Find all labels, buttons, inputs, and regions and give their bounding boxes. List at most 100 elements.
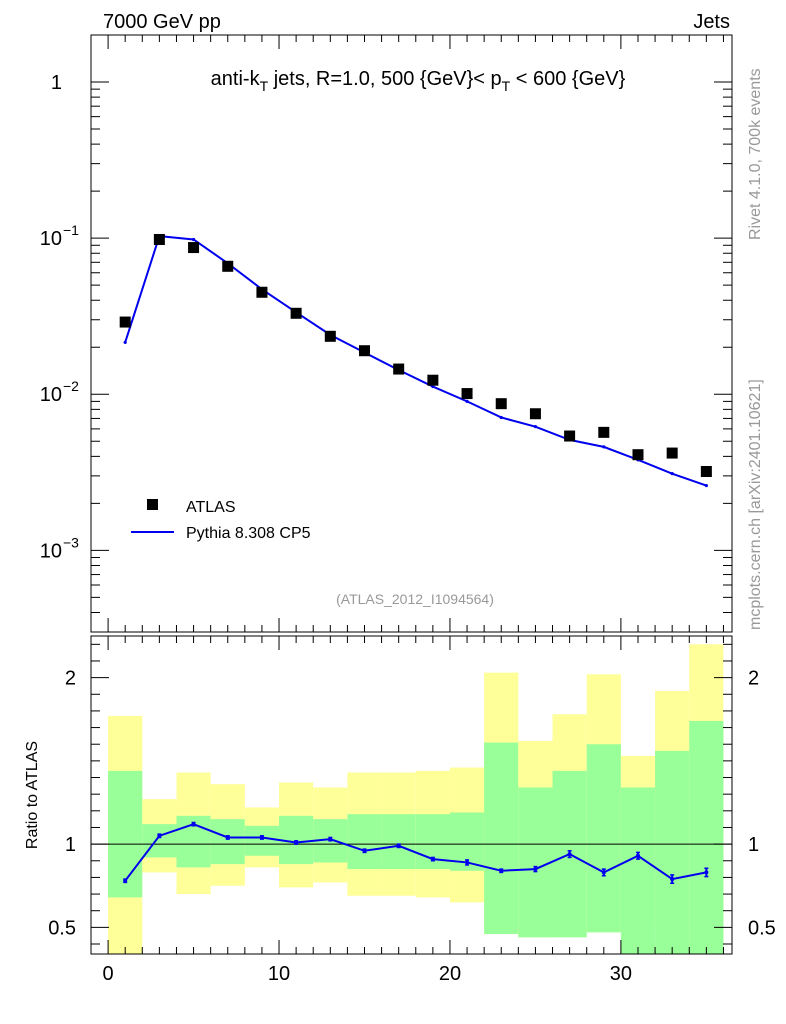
ratio-point (567, 852, 572, 857)
atlas-point (700, 466, 712, 478)
legend-pythia-label: Pythia 8.308 CP5 (186, 525, 311, 542)
ratio-y-tick-label-right: 1 (748, 834, 759, 856)
ratio-point (601, 870, 606, 875)
pythia-point (431, 384, 435, 389)
main-y-tick-exponent: −3 (63, 534, 79, 550)
main-y-tick-labels: 110−110−210−3 (40, 72, 79, 562)
atlas-point (188, 242, 200, 254)
ratio-point (123, 878, 128, 883)
pythia-point (670, 472, 674, 476)
ratio-point (191, 822, 196, 827)
pythia-point (602, 445, 606, 449)
analysis-id: (ATLAS_2012_I1094564) (336, 591, 494, 607)
green-band-bin (655, 750, 690, 954)
ratio-y-tick-label-right: 2 (748, 668, 759, 690)
ratio-point (499, 868, 504, 873)
atlas-point (564, 430, 576, 442)
main-y-tick-label: 10 (40, 228, 62, 250)
uncertainty-bands (108, 644, 724, 954)
green-band-bin (381, 814, 416, 870)
atlas-point (666, 447, 678, 459)
main-y-tick-label: 10 (40, 384, 62, 406)
main-axis-ticks (91, 34, 732, 633)
main-y-tick-label: 1 (51, 72, 62, 94)
pythia-point (499, 415, 503, 420)
pythia-point (123, 340, 127, 344)
ratio-point (362, 848, 367, 853)
main-frame (90, 34, 733, 633)
atlas-point (393, 363, 405, 375)
main-plot: 110−110−210−3 anti-kT jets, R=1.0, 500 {… (40, 34, 733, 633)
ratio-point (157, 833, 162, 838)
ratio-point (430, 857, 435, 862)
atlas-point (290, 307, 302, 319)
green-band-bin (347, 814, 382, 870)
green-band-bin (244, 825, 280, 856)
ratio-plot: 2 2 1 1 0.5 0.5 0 10 20 30 Ratio to ATLAS (24, 635, 776, 985)
ratio-point (328, 837, 333, 842)
plot-title: anti-kT jets, R=1.0, 500 {GeV}< pT < 600… (211, 68, 626, 94)
pythia-point (465, 399, 469, 403)
x-tick-label: 10 (268, 963, 290, 985)
green-band-bin (586, 744, 621, 933)
atlas-point (529, 408, 541, 420)
ratio-axis-ticks (91, 636, 732, 954)
main-y-tick-exponent: −2 (63, 378, 79, 394)
ratio-point (465, 860, 470, 865)
header-energy: 7000 GeV pp (103, 11, 221, 33)
pythia-point (533, 425, 538, 429)
atlas-point (461, 388, 473, 400)
x-tick-label: 0 (103, 963, 114, 985)
ratio-frame (90, 635, 733, 955)
legend: ATLAS Pythia 8.308 CP5 (131, 499, 311, 542)
green-band-bin (689, 720, 724, 954)
atlas-point (358, 345, 370, 357)
main-y-tick-label: 10 (40, 540, 62, 562)
atlas-point (598, 426, 610, 438)
ratio-point (225, 835, 230, 840)
atlas-point (222, 260, 234, 272)
atlas-point (119, 316, 131, 328)
legend-atlas-label: ATLAS (186, 499, 236, 516)
atlas-point (153, 233, 165, 245)
ratio-point (670, 877, 675, 882)
ratio-series (123, 821, 709, 884)
ratio-point (635, 853, 640, 858)
green-band-bin (518, 787, 553, 938)
ratio-y-tick-label-left: 1 (65, 834, 76, 856)
x-tick-labels: 0 10 20 30 (103, 963, 632, 985)
pythia-point (191, 237, 196, 242)
ratio-point (704, 870, 709, 875)
x-tick-label: 20 (439, 963, 461, 985)
green-band-bin (620, 787, 656, 954)
green-band-bin (210, 819, 245, 865)
green-band-bin (108, 770, 143, 898)
legend-atlas-marker (147, 499, 158, 510)
ratio-point (294, 840, 299, 845)
atlas-point (495, 398, 507, 410)
atlas-point (256, 286, 268, 298)
ratio-point (396, 843, 401, 848)
header-process: Jets (693, 11, 730, 33)
pythia-line (124, 235, 707, 487)
ratio-y-tick-label-left: 0.5 (48, 917, 76, 939)
pythia-point (704, 483, 708, 488)
ratio-line (124, 823, 707, 882)
atlas-series (119, 233, 712, 478)
ratio-y-tick-label-left: 2 (65, 668, 76, 690)
x-tick-label: 30 (610, 963, 632, 985)
main-y-tick-exponent: −1 (63, 222, 79, 238)
atlas-point (324, 330, 336, 342)
rivet-label: Rivet 4.1.0, 700k events (747, 68, 764, 240)
green-band-bin (484, 742, 519, 935)
atlas-point (632, 449, 644, 461)
atlas-point (427, 374, 439, 386)
pythia-series (123, 234, 708, 488)
source-label: mcplots.cern.ch [arXiv:2401.10621] (747, 379, 764, 630)
ratio-y-tick-label-right: 0.5 (748, 917, 776, 939)
ratio-y-label: Ratio to ATLAS (24, 741, 41, 849)
ratio-y-tick-labels: 2 2 1 1 0.5 0.5 (48, 668, 776, 940)
ratio-point (259, 835, 264, 840)
ratio-point (533, 867, 538, 872)
